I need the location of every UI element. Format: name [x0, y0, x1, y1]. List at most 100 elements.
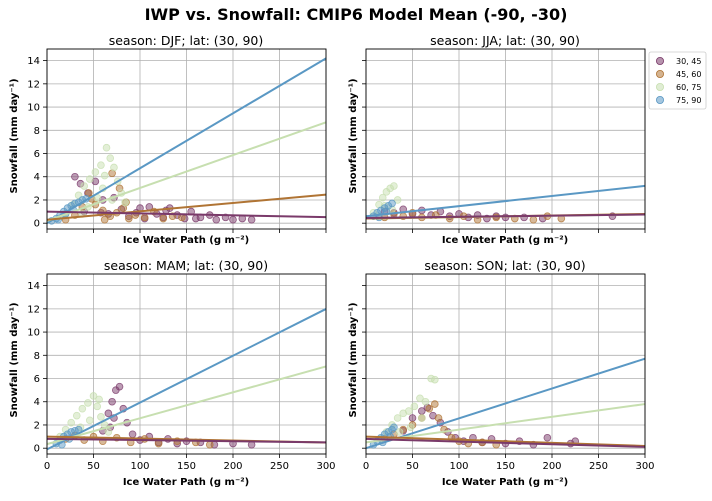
- y-tick-label: 14: [27, 56, 40, 67]
- data-point: [404, 407, 413, 415]
- y-tick-label: 8: [34, 126, 40, 137]
- data-point: [408, 414, 417, 422]
- subplot-mam: season: MAM; lat: (30, 90) Snowfall (mm …: [9, 258, 336, 488]
- data-point: [192, 214, 200, 223]
- y-tick-label: 14: [27, 281, 40, 292]
- legend-marker: [656, 96, 665, 105]
- data-point: [104, 428, 113, 436]
- data-point: [388, 199, 396, 208]
- data-point: [529, 215, 538, 224]
- data-point: [421, 397, 430, 406]
- legend-marker: [656, 70, 665, 79]
- subplot-djf: season: DJF; lat: (30, 90) Snowfall (mm …: [9, 33, 327, 246]
- data-point: [410, 402, 419, 411]
- x-tick-label: 50: [406, 461, 419, 472]
- x-tick-label: 250: [270, 461, 289, 472]
- data-point: [431, 400, 439, 408]
- regression-line: [365, 403, 646, 444]
- y-tick-label: 0: [34, 444, 40, 455]
- y-axis-label: Snowfall (mm day⁻¹): [348, 78, 359, 193]
- data-point: [390, 182, 398, 190]
- y-tick-label: 4: [34, 172, 40, 183]
- data-point: [95, 395, 103, 404]
- y-tick-label: 6: [34, 149, 40, 160]
- legend-entry: 30, 45: [656, 57, 701, 66]
- y-tick-label: 12: [27, 79, 40, 90]
- data-point: [425, 404, 434, 413]
- regression-line: [46, 437, 327, 444]
- x-tick-label: 100: [449, 461, 468, 472]
- y-axis-label: Snowfall (mm day⁻¹): [348, 302, 359, 417]
- subplot-son: season: SON; lat: (30, 90) Snowfall (mm …: [348, 258, 655, 488]
- data-point: [104, 409, 113, 418]
- x-axis-label: Ice Water Path (g m⁻²): [123, 477, 249, 488]
- regression-line: [365, 184, 646, 218]
- data-point: [85, 175, 94, 183]
- y-tick-label: 2: [34, 195, 40, 206]
- data-point: [108, 397, 116, 406]
- y-tick-label: 10: [27, 103, 40, 114]
- data-point: [115, 382, 124, 391]
- data-point: [93, 402, 102, 411]
- x-tick-label: 50: [87, 461, 100, 472]
- data-point: [121, 198, 129, 207]
- y-tick-label: 12: [27, 304, 40, 315]
- data-point: [84, 399, 92, 407]
- data-point: [97, 161, 105, 169]
- x-tick-label: 300: [635, 461, 654, 472]
- data-point: [100, 215, 109, 224]
- data-point: [100, 171, 109, 180]
- data-point: [417, 414, 426, 422]
- x-axis-label: Ice Water Path (g m⁻²): [442, 235, 568, 246]
- fit-lines: [365, 357, 646, 450]
- legend-marker: [656, 83, 665, 92]
- y-axis-label: Snowfall (mm day⁻¹): [9, 302, 20, 417]
- y-axis-label: Snowfall (mm day⁻¹): [9, 78, 20, 193]
- regression-line: [46, 193, 327, 221]
- x-tick-label: 250: [589, 461, 608, 472]
- subplot-title: season: DJF; lat: (30, 90): [109, 33, 264, 48]
- legend-label: 75, 90: [676, 96, 701, 105]
- subplot-jja: season: JJA; lat: (30, 90) Snowfall (mm …: [348, 33, 646, 246]
- data-point: [78, 404, 87, 413]
- data-point: [393, 196, 402, 204]
- subplot-title: season: JJA; lat: (30, 90): [430, 33, 580, 48]
- regression-line: [46, 210, 327, 219]
- x-tick-label: 0: [363, 461, 369, 472]
- x-tick-label: 300: [316, 461, 335, 472]
- data-point: [434, 414, 443, 422]
- y-tick-label: 6: [34, 374, 40, 385]
- data-point: [67, 418, 75, 427]
- legend: 30, 45 45, 60 60, 75 75, 90: [648, 51, 707, 110]
- data-point: [80, 182, 88, 190]
- data-point: [205, 440, 214, 449]
- figure-title: IWP vs. Snowfall: CMIP6 Model Mean (-90,…: [145, 5, 568, 24]
- data-point: [543, 433, 552, 442]
- x-tick-label: 200: [223, 461, 242, 472]
- legend-entry: 60, 75: [656, 83, 701, 92]
- regression-line: [365, 437, 646, 448]
- x-axis-label: Ice Water Path (g m⁻²): [442, 477, 568, 488]
- x-tick-label: 150: [177, 461, 196, 472]
- fit-lines: [46, 308, 327, 451]
- data-point: [85, 416, 94, 425]
- x-tick-label: 200: [542, 461, 561, 472]
- y-tick-label: 10: [27, 328, 40, 339]
- data-point: [91, 168, 100, 176]
- data-point: [390, 423, 398, 432]
- grid: [46, 274, 327, 454]
- subplot-title: season: MAM; lat: (30, 90): [104, 258, 268, 273]
- y-tick-label: 0: [34, 219, 40, 230]
- regression-line: [46, 365, 327, 446]
- regression-line: [365, 213, 646, 219]
- data-point: [106, 154, 115, 162]
- data-point: [128, 430, 137, 439]
- x-axis-label: Ice Water Path (g m⁻²): [123, 235, 249, 246]
- legend-entry: 45, 60: [656, 70, 701, 79]
- legend-label: 45, 60: [676, 70, 701, 79]
- legend-label: 60, 75: [676, 83, 701, 92]
- fit-lines: [46, 57, 327, 225]
- data-point: [97, 413, 105, 421]
